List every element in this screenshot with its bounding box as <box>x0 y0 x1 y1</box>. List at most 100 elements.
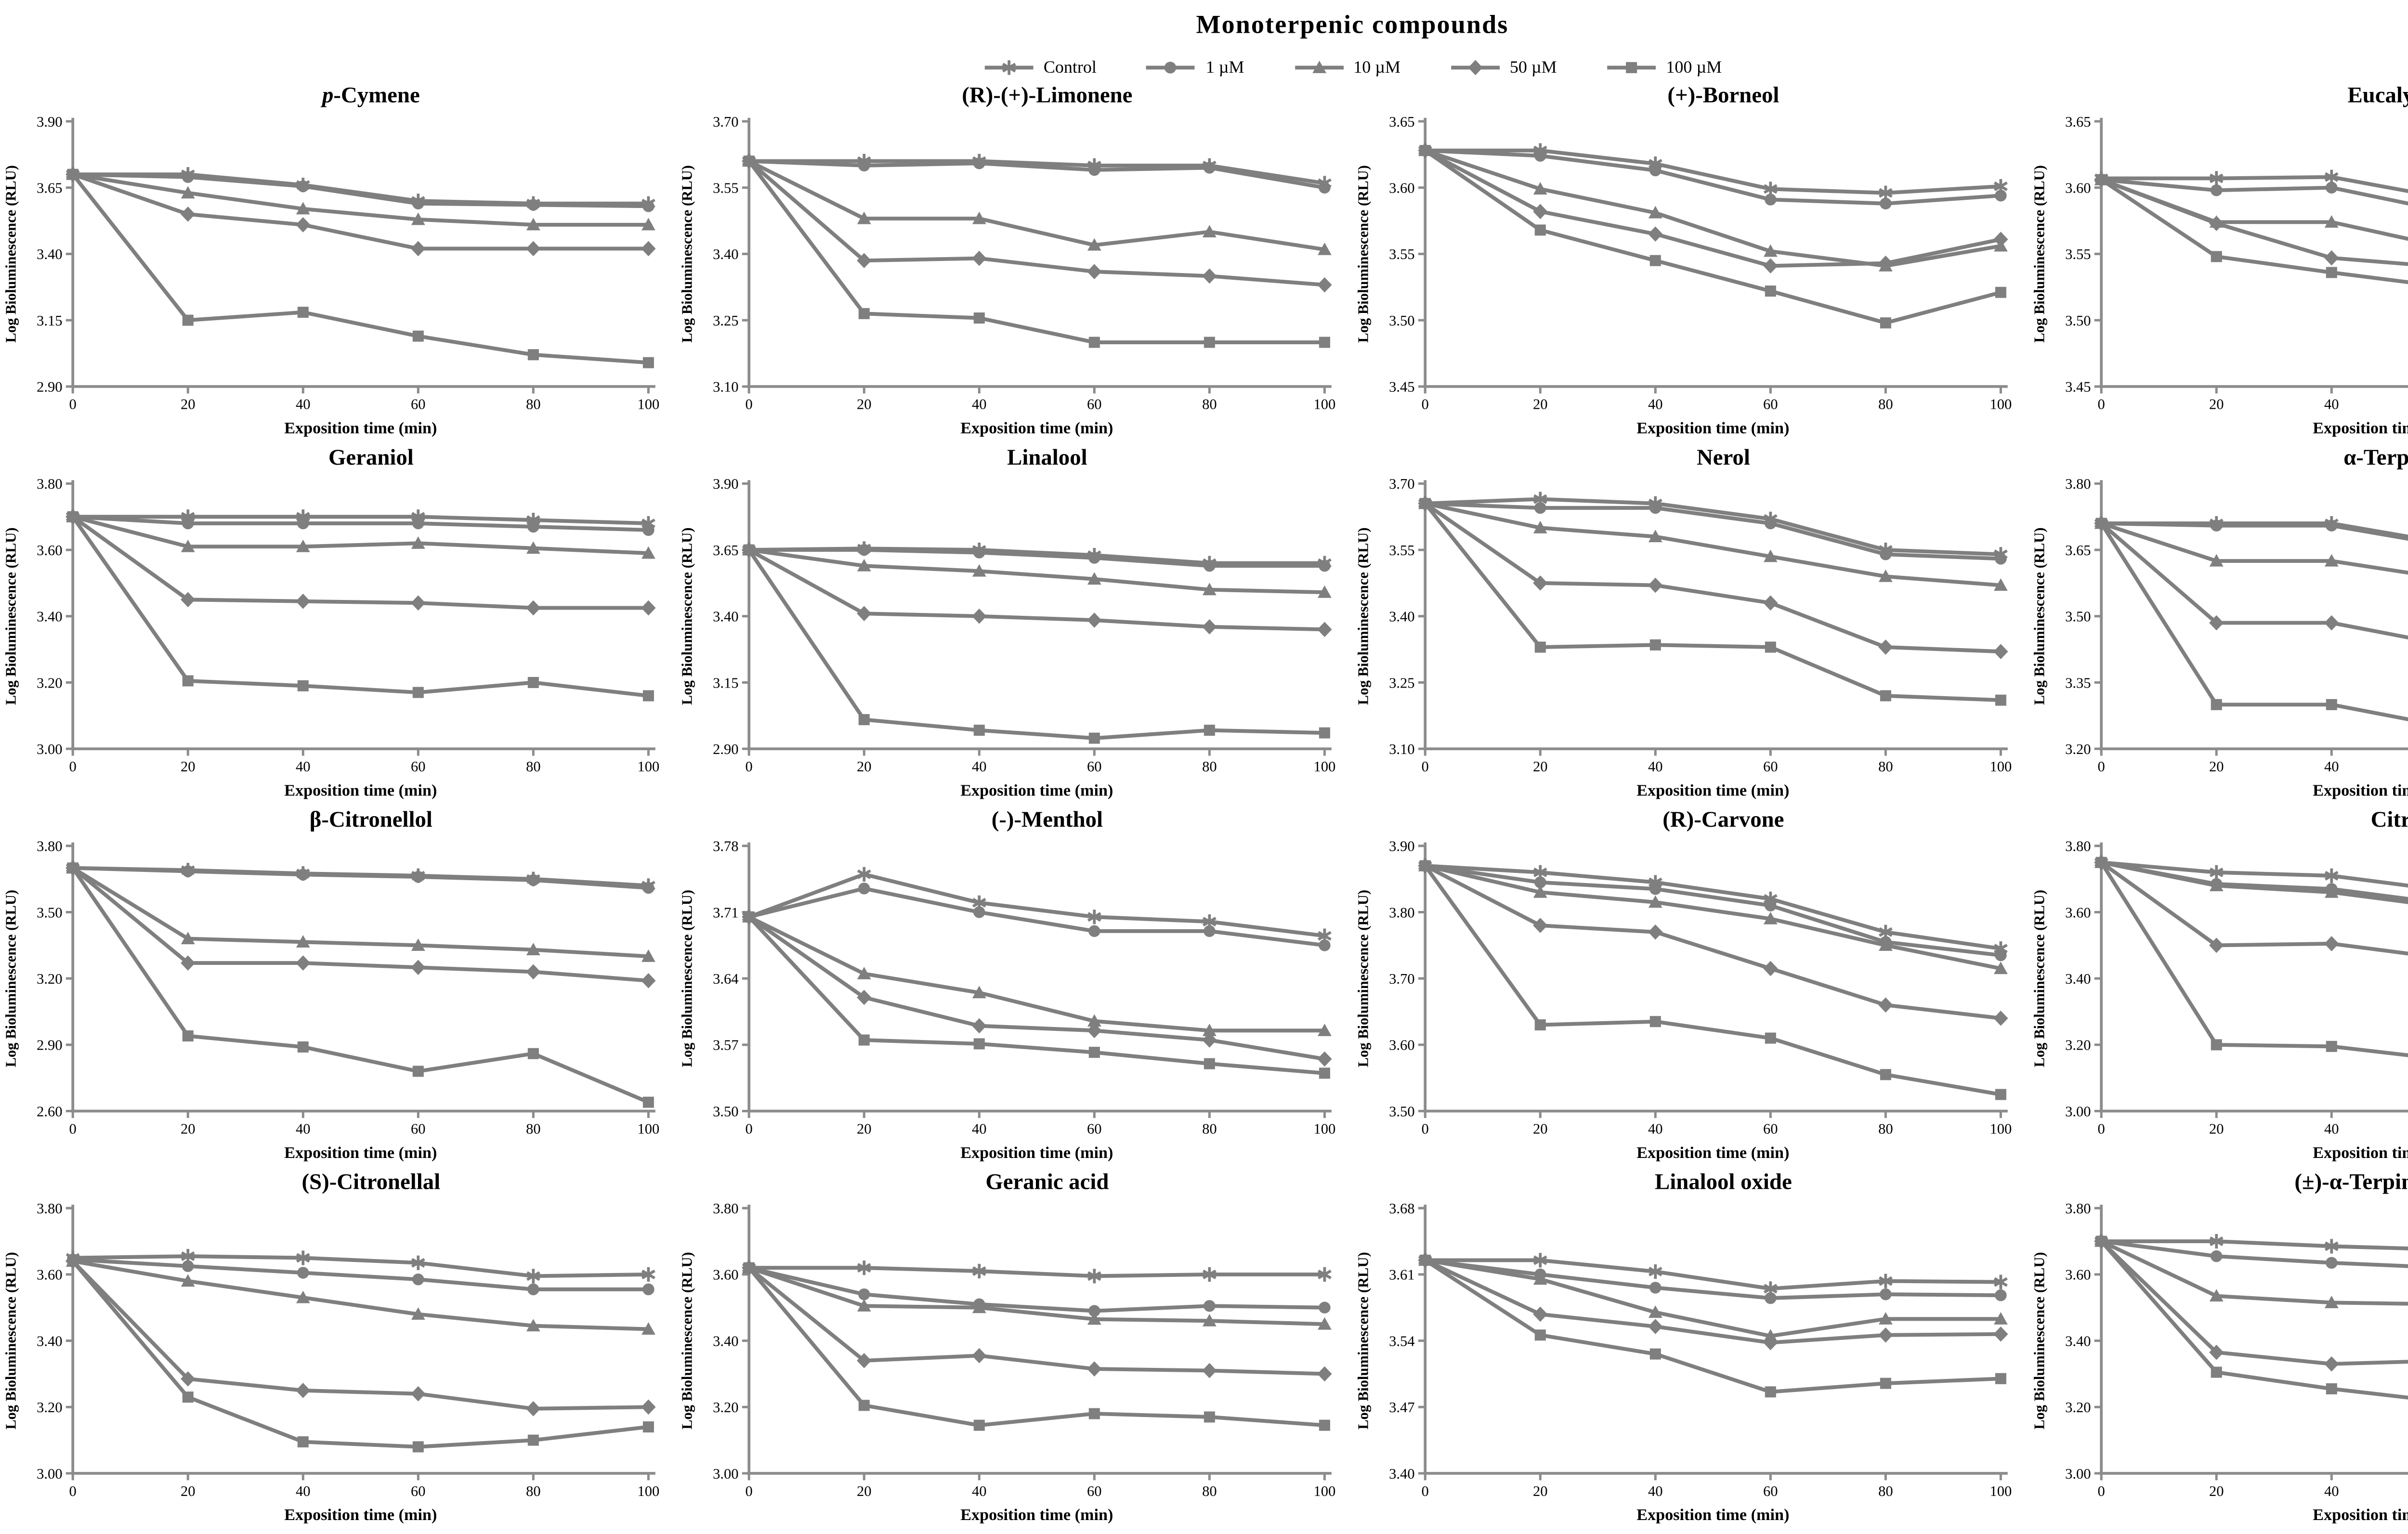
y-tick-label: 3.25 <box>1389 675 1415 691</box>
triangle-marker-icon <box>1087 572 1101 585</box>
charts-grid: p-Cymene 2.90 3.15 3.40 3.65 3.90 0 20 40 60 80 100… <box>0 80 2408 1529</box>
series-10-m <box>2094 855 2408 904</box>
x-tick-label: 80 <box>1202 396 1217 413</box>
triangle-marker-icon <box>1994 1312 2008 1325</box>
square-marker-icon <box>2095 174 2107 185</box>
series-100-m <box>2095 174 2408 285</box>
chart-plot: 3.45 3.50 3.55 3.60 3.65 0 20 40 60 80 100 Expositi… <box>1355 114 2012 437</box>
diamond-marker-icon <box>1763 1335 1778 1351</box>
y-tick-label: 3.55 <box>1389 542 1415 559</box>
circle-marker-icon <box>1088 164 1100 176</box>
triangle-marker-icon <box>1202 225 1217 238</box>
x-axis-label: Exposition time (min) <box>1636 419 1789 437</box>
square-marker-icon <box>1765 1386 1776 1398</box>
circle-marker-icon <box>1995 553 2007 565</box>
y-tick-label: 3.15 <box>713 675 739 691</box>
circle-marker-icon <box>412 197 424 209</box>
x-axis-label: Exposition time (min) <box>2313 1144 2408 1162</box>
circle-marker-icon <box>1765 899 1777 911</box>
square-marker-icon <box>1534 1329 1546 1341</box>
x-tick-label: 80 <box>526 1483 541 1499</box>
diamond-marker-icon <box>641 241 656 257</box>
asterisk-marker-icon <box>2209 1234 2224 1249</box>
triangle-marker-icon <box>857 966 871 979</box>
chart-title: (R)-(+)-Limonene <box>962 81 1133 108</box>
x-tick-label: 80 <box>1878 396 1893 413</box>
x-tick-label: 20 <box>181 758 196 775</box>
x-axis-label: Exposition time (min) <box>2313 419 2408 437</box>
y-tick-label: 3.50 <box>713 1103 739 1119</box>
circle-marker-icon <box>1319 182 1331 194</box>
series-100-m <box>2095 857 2408 1057</box>
y-tick-label: 3.40 <box>37 609 63 625</box>
series-100-m <box>1419 145 2006 329</box>
y-tick-label: 3.80 <box>1389 904 1415 921</box>
diamond-marker-icon <box>1993 1010 2008 1026</box>
x-tick-label: 60 <box>411 396 426 413</box>
square-marker-icon <box>1319 337 1330 348</box>
square-marker-icon <box>1088 337 1100 348</box>
chart-title: β-Citronellol <box>309 806 432 832</box>
series-control <box>1418 143 2008 200</box>
triangle-marker-icon <box>1763 549 1778 562</box>
asterisk-marker-icon <box>2209 171 2224 186</box>
x-tick-label: 20 <box>857 758 872 775</box>
y-tick-label: 3.71 <box>713 904 739 921</box>
y-axis-label: Log Bioluminescence (RLU) <box>2031 165 2047 343</box>
x-tick-label: 0 <box>69 1483 77 1499</box>
x-tick-label: 20 <box>857 1483 872 1499</box>
y-tick-label: 3.20 <box>713 1399 739 1416</box>
series-50-m <box>65 167 656 257</box>
x-tick-label: 80 <box>526 758 541 775</box>
triangle-marker-icon <box>641 949 655 962</box>
diamond-marker-icon <box>1878 639 1893 655</box>
square-marker-icon <box>1765 641 1776 653</box>
x-axis-label: Exposition time (min) <box>284 781 437 799</box>
circle-marker-icon <box>412 517 424 530</box>
diamond-marker-icon <box>2324 615 2339 631</box>
y-tick-label: 3.20 <box>37 675 63 691</box>
x-tick-label: 80 <box>1878 758 1893 775</box>
asterisk-marker-icon <box>1087 1269 1101 1284</box>
x-tick-label: 40 <box>2324 396 2339 413</box>
y-tick-label: 3.60 <box>2065 180 2091 196</box>
y-tick-label: 3.70 <box>1389 476 1415 492</box>
series-1-m <box>743 544 1331 572</box>
y-tick-label: 3.00 <box>2065 1103 2091 1119</box>
square-marker-icon <box>642 357 654 368</box>
square-marker-icon <box>412 330 424 342</box>
series-control <box>1418 492 2008 562</box>
y-tick-label: 3.80 <box>2065 476 2091 492</box>
y-tick-label: 3.68 <box>1389 1200 1415 1217</box>
diamond-marker-icon <box>411 1386 426 1402</box>
series-100-m <box>743 1262 1330 1431</box>
y-tick-label: 3.50 <box>37 904 63 921</box>
triangle-marker-icon <box>641 546 655 559</box>
y-tick-label: 3.80 <box>2065 838 2091 855</box>
series-100-m <box>743 911 1330 1079</box>
diamond-marker-icon <box>1467 60 1482 76</box>
circle-marker-icon <box>973 157 985 169</box>
x-tick-label: 0 <box>1422 396 1429 413</box>
y-tick-label: 3.60 <box>1389 180 1415 196</box>
y-axis-label: Log Bioluminescence (RLU) <box>2 890 19 1067</box>
diamond-marker-icon <box>2209 216 2224 231</box>
y-tick-label: 2.60 <box>37 1103 63 1119</box>
chart-title: (R)-Carvone <box>1662 806 1784 832</box>
triangle-marker-icon <box>296 202 310 215</box>
y-tick-label: 3.40 <box>1389 1466 1415 1482</box>
chart-plot: 3.00 3.20 3.40 3.60 3.80 0 20 40 60 80 100 Expositi… <box>2 1200 659 1524</box>
circle-marker-icon <box>1765 1292 1777 1304</box>
diamond-marker-icon <box>296 593 311 609</box>
chart-plot: 3.203.353.503.653.80020406080100Expositi… <box>2031 476 2408 799</box>
y-tick-label: 3.40 <box>713 609 739 625</box>
asterisk-marker-icon <box>972 1263 986 1279</box>
y-tick-label: 3.50 <box>2065 312 2091 329</box>
asterisk-marker-icon <box>857 1261 871 1275</box>
series-control <box>2094 1234 2408 1254</box>
square-marker-icon <box>412 1441 424 1453</box>
series-1-m <box>743 1261 1331 1317</box>
square-marker-icon <box>527 349 539 361</box>
x-axis-label: Exposition time (min) <box>1636 1144 1789 1162</box>
y-tick-label: 3.55 <box>2065 246 2091 262</box>
